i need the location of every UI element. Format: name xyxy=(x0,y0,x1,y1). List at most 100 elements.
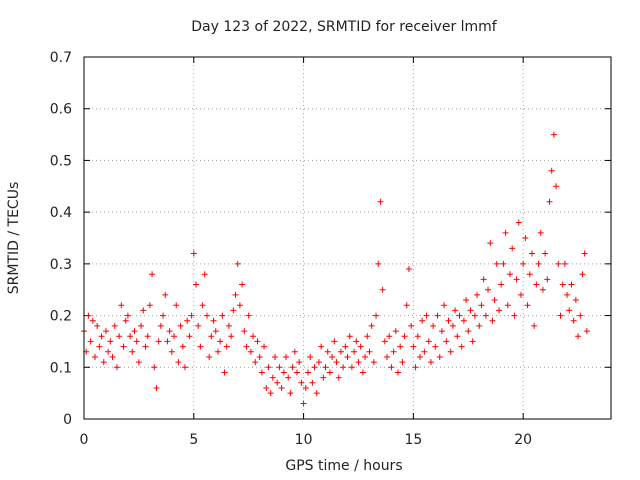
data-point xyxy=(403,302,410,309)
data-point xyxy=(87,338,94,345)
data-point xyxy=(531,322,538,329)
data-point xyxy=(280,369,287,376)
data-point xyxy=(175,359,182,366)
data-point xyxy=(302,384,309,391)
data-point xyxy=(300,400,307,407)
data-point xyxy=(263,384,270,391)
data-point xyxy=(203,312,210,319)
data-point xyxy=(324,348,331,355)
data-point xyxy=(458,343,465,350)
data-point xyxy=(581,250,588,257)
data-point xyxy=(197,343,204,350)
data-point xyxy=(570,317,577,324)
data-point xyxy=(408,322,415,329)
data-point xyxy=(524,302,531,309)
data-point xyxy=(346,333,353,340)
data-point xyxy=(506,271,513,278)
data-point xyxy=(454,333,461,340)
data-point xyxy=(498,281,505,288)
data-point xyxy=(469,338,476,345)
data-point xyxy=(386,333,393,340)
data-point xyxy=(151,364,158,371)
data-point xyxy=(370,359,377,366)
data-point xyxy=(377,198,384,205)
data-point xyxy=(447,348,454,355)
data-point xyxy=(166,328,173,335)
data-point xyxy=(405,266,412,273)
data-point xyxy=(258,369,265,376)
y-tick-label: 0.6 xyxy=(50,102,72,118)
data-point xyxy=(129,348,136,355)
data-point xyxy=(318,343,325,350)
data-point xyxy=(491,297,498,304)
data-point xyxy=(368,322,375,329)
data-point xyxy=(489,317,496,324)
axis-ticks: 0 0.1 0.2 0.3 0.4 0.5 0.6 0.7 0 5 10 15 20 xyxy=(50,50,611,448)
data-point xyxy=(315,359,322,366)
data-point xyxy=(331,338,338,345)
data-point xyxy=(395,369,402,376)
data-point xyxy=(100,359,107,366)
data-point xyxy=(267,390,274,397)
data-point xyxy=(138,322,145,329)
data-point xyxy=(116,333,123,340)
data-point xyxy=(168,348,175,355)
data-point xyxy=(449,322,456,329)
y-axis-label: SRMTID / TECUs xyxy=(6,182,22,295)
data-point xyxy=(199,302,206,309)
data-point xyxy=(544,276,551,283)
data-point xyxy=(157,322,164,329)
data-point xyxy=(355,359,362,366)
data-point xyxy=(212,328,219,335)
data-point xyxy=(577,312,584,319)
data-point xyxy=(333,359,340,366)
data-point xyxy=(542,250,549,257)
data-point xyxy=(517,291,524,298)
data-point xyxy=(239,281,246,288)
data-point xyxy=(322,364,329,371)
data-point xyxy=(401,333,408,340)
data-point xyxy=(140,307,147,314)
data-point xyxy=(548,167,555,174)
data-point xyxy=(384,353,391,360)
data-point xyxy=(553,183,560,190)
data-point xyxy=(124,312,131,319)
y-tick-label: 0.1 xyxy=(50,360,72,376)
data-point xyxy=(436,353,443,360)
data-point xyxy=(111,322,118,329)
data-point xyxy=(364,333,371,340)
data-point xyxy=(583,328,590,335)
data-point xyxy=(217,338,224,345)
data-point xyxy=(214,348,221,355)
data-point xyxy=(228,333,235,340)
data-point xyxy=(515,219,522,226)
data-point xyxy=(432,343,439,350)
data-point xyxy=(452,307,459,314)
data-point xyxy=(500,260,507,267)
data-point xyxy=(230,307,237,314)
data-point xyxy=(285,374,292,381)
data-point xyxy=(533,281,540,288)
data-point xyxy=(441,302,448,309)
data-point xyxy=(313,390,320,397)
data-point xyxy=(392,328,399,335)
data-point xyxy=(520,260,527,267)
data-point xyxy=(528,250,535,257)
data-point xyxy=(195,322,202,329)
data-point xyxy=(127,333,134,340)
x-tick-label: 20 xyxy=(514,432,532,448)
y-tick-label: 0.2 xyxy=(50,309,72,325)
data-point xyxy=(210,317,217,324)
data-point xyxy=(456,312,463,319)
data-point xyxy=(94,322,101,329)
data-point xyxy=(414,333,421,340)
data-point xyxy=(467,307,474,314)
data-point xyxy=(304,369,311,376)
data-point xyxy=(289,364,296,371)
data-point xyxy=(320,374,327,381)
data-point xyxy=(272,353,279,360)
data-point xyxy=(309,379,316,386)
data-point xyxy=(296,359,303,366)
x-tick-label: 10 xyxy=(295,432,313,448)
data-point xyxy=(120,343,127,350)
